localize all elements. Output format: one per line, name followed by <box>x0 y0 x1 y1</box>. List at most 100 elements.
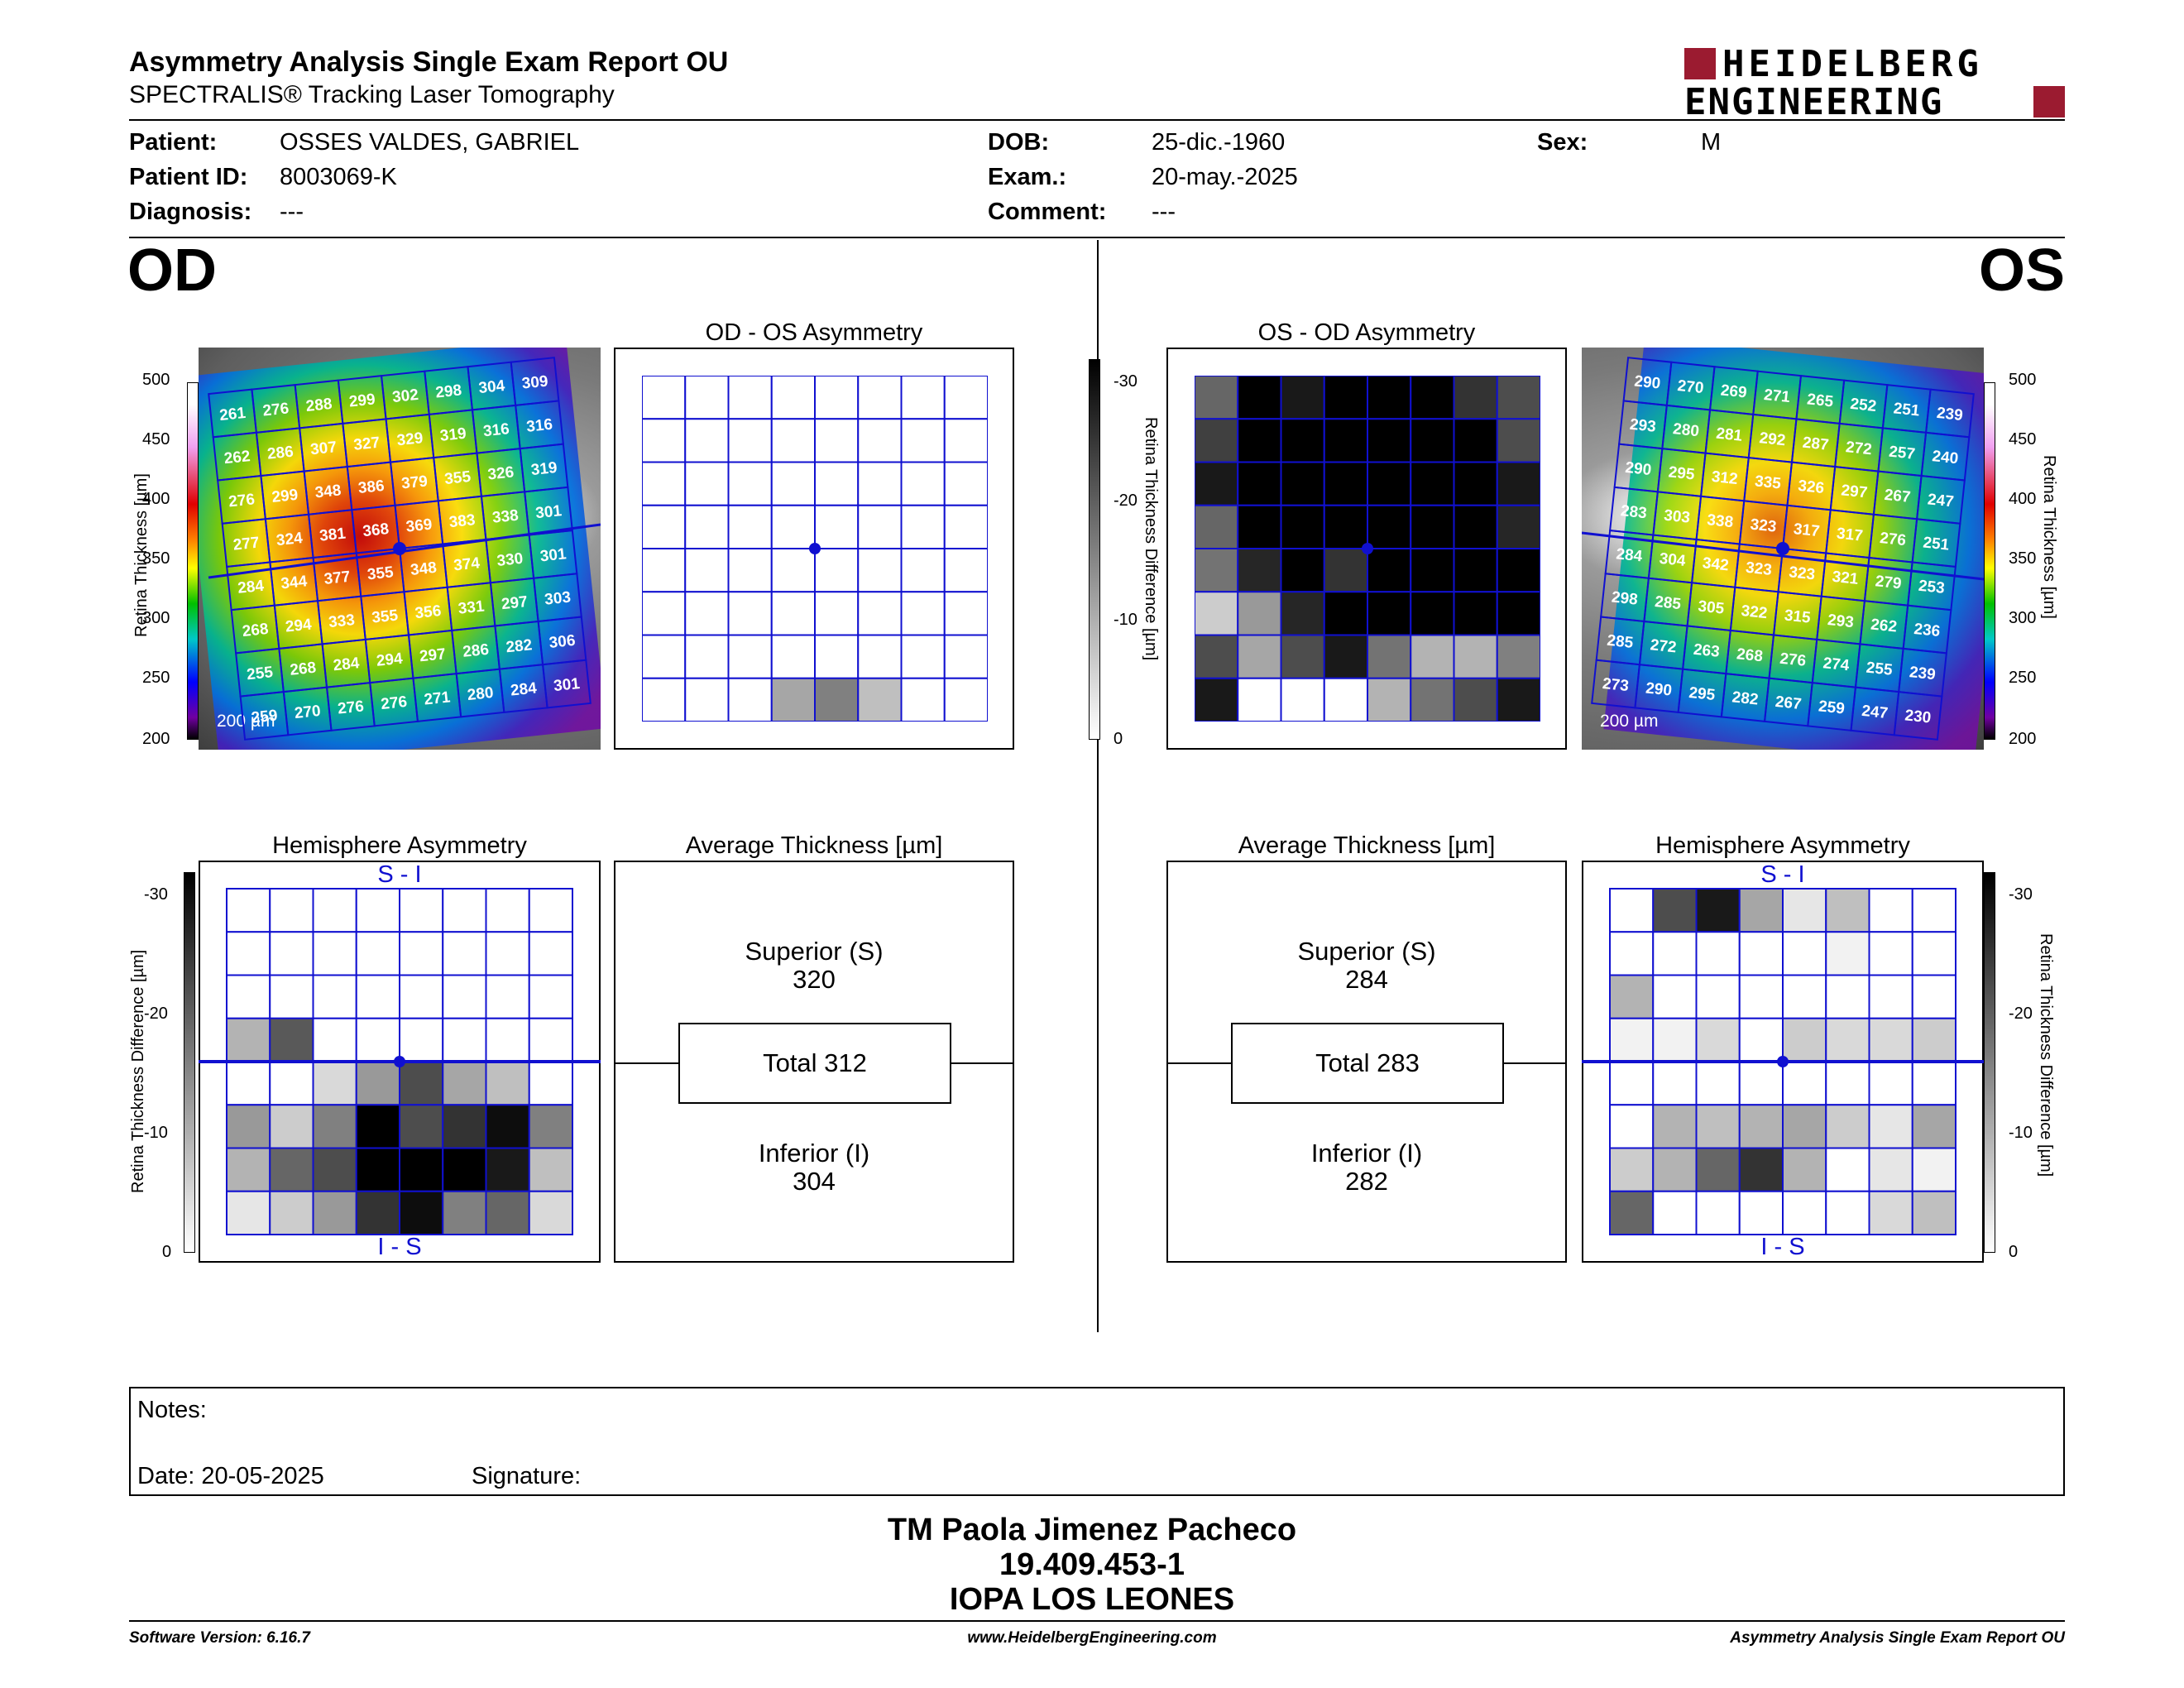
os-asym-diff-label: Retina Thickness Difference [µm] <box>1142 417 1160 661</box>
od-hemi-cell <box>485 1104 530 1149</box>
od-thickness-cell <box>542 659 592 709</box>
os-thickness-value: 255 <box>1866 659 1894 679</box>
center-divider <box>1097 240 1099 1332</box>
os-hemi-cell <box>1695 1190 1741 1235</box>
os-hemi-cell <box>1695 1104 1741 1149</box>
od-hemi-cell <box>226 1104 271 1149</box>
os-hemi-cell <box>1738 1190 1784 1235</box>
os-thickness-value: 269 <box>1720 381 1748 401</box>
od-hemi-cell <box>355 1147 400 1192</box>
os-asym-cell <box>1323 504 1368 549</box>
od-thickness-value: 383 <box>448 511 477 531</box>
exam-label: Exam.: <box>988 164 1067 190</box>
od-asym-cell <box>857 418 903 463</box>
os-total-label: Total 283 <box>1315 1048 1420 1077</box>
os-hemi-cell <box>1911 1061 1956 1106</box>
od-asym-cell <box>900 461 946 506</box>
os-asym-cell <box>1280 548 1325 593</box>
stamp-rut: 19.409.453-1 <box>999 1547 1185 1582</box>
sex-label: Sex: <box>1537 129 1588 156</box>
od-asym-cell <box>684 504 730 549</box>
signature-label: Signature: <box>472 1463 582 1489</box>
os-thickness-value: 240 <box>1931 448 1959 468</box>
os-thickness-value: 323 <box>1788 563 1816 583</box>
patient-label: Patient: <box>129 129 218 156</box>
od-asym-cell <box>642 591 687 636</box>
stamp-institution: IOPA LOS LEONES <box>949 1582 1235 1617</box>
os-asym-diff-colorbar <box>1089 359 1100 740</box>
od-thickness-value: 316 <box>525 416 553 436</box>
od-asym-cell <box>900 504 946 549</box>
od-is-label: I - S <box>377 1234 422 1260</box>
od-asym-cell <box>642 548 687 593</box>
od-hemi-cell <box>442 974 487 1019</box>
od-hemi-cell <box>442 931 487 976</box>
od-thickness-value: 307 <box>309 439 338 458</box>
os-hemi-cell <box>1782 1104 1827 1149</box>
os-hemi-cell <box>1738 1147 1784 1192</box>
os-thickness-value: 270 <box>1677 377 1705 397</box>
od-thickness-value: 374 <box>453 554 481 574</box>
od-scale-marker: 200 µm <box>217 712 275 731</box>
od-hemi-cell <box>269 888 314 933</box>
os-thickness-value: 280 <box>1672 420 1700 440</box>
os-thickness-value: 271 <box>1763 386 1791 406</box>
patient-value: OSSES VALDES, GABRIEL <box>280 129 580 156</box>
os-hemi-cell <box>1825 1017 1870 1062</box>
os-hemi-cell <box>1609 1061 1655 1106</box>
od-hemi-cell <box>312 1017 357 1062</box>
od-asym-fovea-marker <box>809 543 821 554</box>
os-thickness-value: 293 <box>1629 416 1657 436</box>
od-hemi-cell <box>485 888 530 933</box>
od-hemi-cell <box>442 1104 487 1149</box>
os-hemi-tick-10: -10 <box>2009 1124 2033 1142</box>
os-asym-cell <box>1496 548 1540 593</box>
os-hemi-cell <box>1868 1104 1913 1149</box>
os-tick-400: 400 <box>2009 490 2037 508</box>
os-hemi-cell <box>1738 1061 1784 1106</box>
os-thickness-value: 281 <box>1715 425 1743 445</box>
od-thickness-value: 319 <box>530 459 558 479</box>
os-asym-cell <box>1280 376 1325 420</box>
os-hemi-cell <box>1695 1017 1741 1062</box>
os-asym-cell <box>1496 418 1540 463</box>
footer-website: www.HeidelbergEngineering.com <box>967 1629 1217 1647</box>
od-thickness-value: 355 <box>443 468 472 488</box>
od-asym-cell <box>857 591 903 636</box>
os-asym-tick-10: -10 <box>1114 611 1138 629</box>
od-thickness-value: 284 <box>237 578 265 597</box>
od-asym-cell <box>770 548 816 593</box>
od-thickness-value: 386 <box>357 477 386 497</box>
od-superior-label: Superior (S) <box>745 937 884 966</box>
od-thickness-value: 268 <box>242 621 270 640</box>
od-thickness-value: 277 <box>232 534 261 554</box>
od-thickness-value: 282 <box>505 636 534 656</box>
od-thickness-grid: 261 276 288 299 302 298 304 309 262 286 307 327 329 3… <box>208 357 592 741</box>
od-hemi-cell <box>312 974 357 1019</box>
od-thickness-value: 324 <box>275 530 304 549</box>
od-asym-cell <box>943 634 988 679</box>
od-asym-cell <box>943 504 988 549</box>
os-asym-cell <box>1453 461 1498 506</box>
os-thickness-value: 285 <box>1607 632 1635 652</box>
os-asym-cell <box>1453 634 1498 679</box>
os-hemi-cell <box>1868 931 1913 976</box>
od-asym-cell <box>814 504 860 549</box>
notes-box[interactable]: Notes: Date: 20-05-2025 Signature: <box>129 1387 2065 1496</box>
os-thickness-value: 305 <box>1697 597 1725 617</box>
os-thickness-value: 297 <box>1841 482 1869 501</box>
os-thickness-value: 265 <box>1806 391 1834 410</box>
od-thickness-value: 326 <box>487 463 515 483</box>
od-tick-450: 450 <box>142 430 170 448</box>
os-thickness-axis-label: Retina Thickness [µm] <box>2040 455 2058 619</box>
od-asym-cell <box>814 418 860 463</box>
od-asym-cell <box>642 461 687 506</box>
od-tick-350: 350 <box>142 549 170 568</box>
os-asym-title: OS - OD Asymmetry <box>1257 319 1476 346</box>
os-thickness-value: 276 <box>1879 530 1907 549</box>
os-si-label: S - I <box>1760 861 1805 888</box>
os-hemi-cell <box>1911 1147 1956 1192</box>
os-hemi-title: Hemisphere Asymmetry <box>1655 832 1910 859</box>
os-hemi-cell <box>1911 1017 1956 1062</box>
od-thickness-value: 338 <box>491 507 520 527</box>
